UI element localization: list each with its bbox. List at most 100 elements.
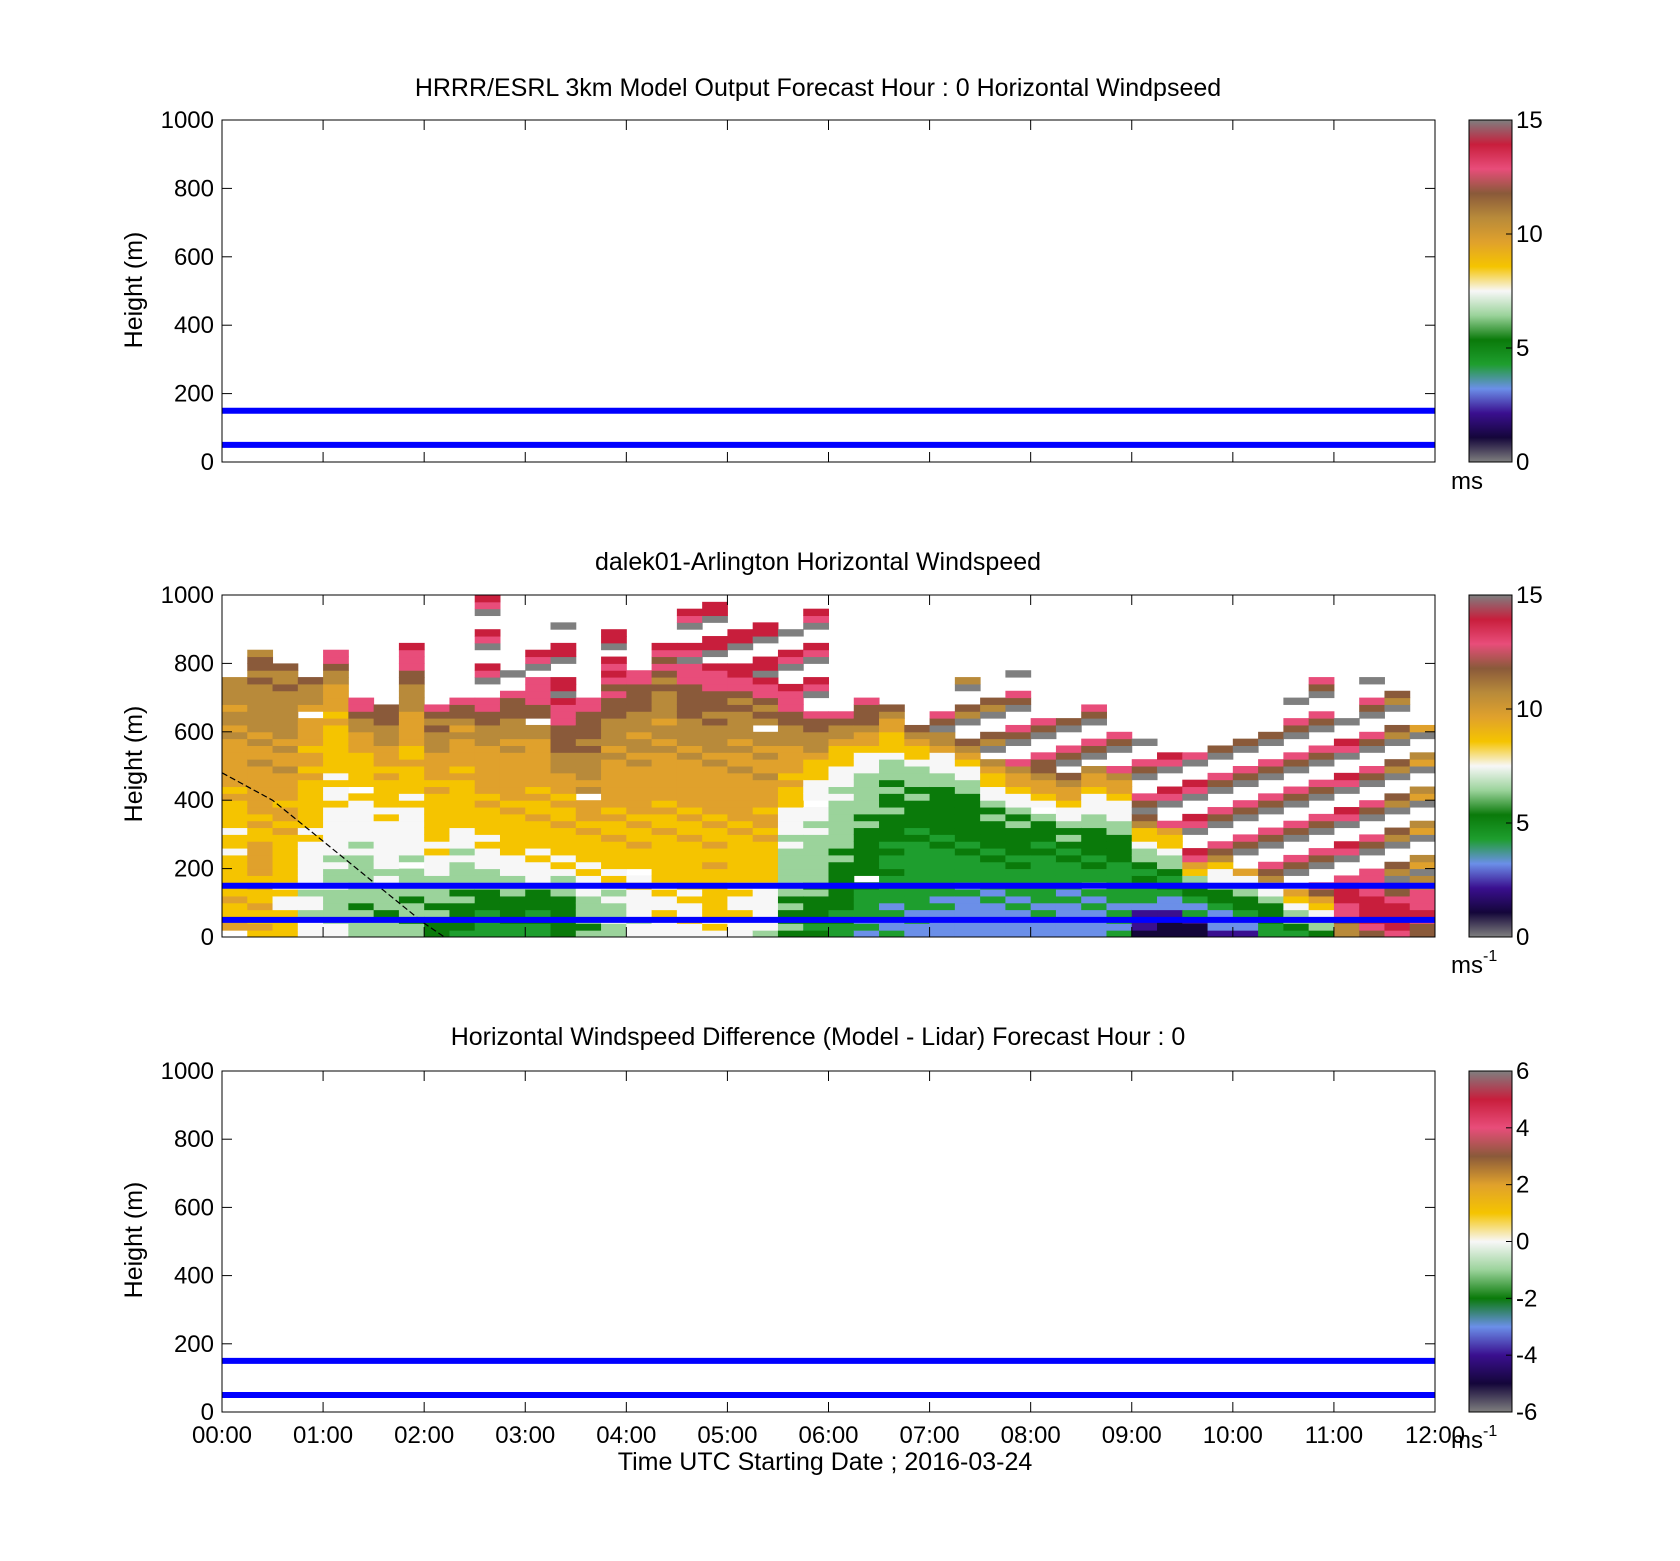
heatmap-cell bbox=[550, 697, 577, 705]
heatmap-cell bbox=[297, 738, 324, 746]
heatmap-cell bbox=[601, 889, 627, 897]
heatmap-cell bbox=[702, 841, 728, 849]
heatmap-cell bbox=[348, 875, 375, 883]
heatmap-cell bbox=[828, 848, 855, 856]
heatmap-cell bbox=[550, 889, 577, 897]
heatmap-cell bbox=[904, 854, 931, 863]
heatmap-cell bbox=[626, 711, 653, 719]
heatmap-cell bbox=[853, 738, 880, 746]
heatmap-cell bbox=[398, 889, 425, 897]
heatmap-cell bbox=[676, 800, 703, 808]
heatmap-cell bbox=[424, 731, 450, 740]
heatmap-cell bbox=[626, 752, 653, 760]
heatmap-cell bbox=[752, 677, 779, 685]
heatmap-cell bbox=[449, 718, 476, 726]
heatmap-cell bbox=[929, 834, 956, 842]
heatmap-cell bbox=[651, 895, 678, 904]
heatmap-cell bbox=[601, 902, 627, 911]
heatmap-cell bbox=[1030, 868, 1057, 876]
heatmap-cell bbox=[828, 841, 855, 849]
heatmap-cell bbox=[702, 772, 728, 781]
heatmap-cell bbox=[929, 930, 956, 938]
heatmap-cell bbox=[853, 834, 880, 842]
heatmap-cell bbox=[474, 677, 501, 685]
heatmap-cell bbox=[651, 772, 678, 781]
heatmap-cell bbox=[1030, 902, 1057, 911]
heatmap-cell bbox=[676, 697, 703, 705]
heatmap-cell bbox=[1384, 923, 1411, 931]
heatmap-cell bbox=[398, 724, 425, 733]
heatmap-cell bbox=[1308, 759, 1335, 767]
heatmap-cell bbox=[803, 848, 829, 856]
heatmap-cell bbox=[222, 724, 248, 733]
heatmap-cell bbox=[474, 875, 501, 883]
heatmap-cell bbox=[272, 670, 299, 678]
heatmap-cell bbox=[550, 820, 577, 829]
heatmap-cell bbox=[575, 766, 602, 774]
heatmap-cell bbox=[550, 704, 577, 712]
heatmap-cell bbox=[525, 902, 552, 911]
heatmap-cell bbox=[247, 731, 274, 740]
heatmap-cell bbox=[550, 690, 577, 699]
heatmap-cell bbox=[272, 697, 299, 705]
heatmap-cell bbox=[1131, 772, 1158, 781]
heatmap-cell bbox=[601, 752, 627, 760]
heatmap-cell bbox=[601, 704, 627, 712]
heatmap-cell bbox=[676, 745, 703, 753]
heatmap-cell bbox=[702, 752, 728, 760]
heatmap-cell bbox=[575, 738, 602, 746]
heatmap-cell bbox=[575, 875, 602, 883]
heatmap-cell bbox=[1207, 848, 1234, 856]
heatmap-cell bbox=[499, 889, 526, 897]
heatmap-cell bbox=[348, 834, 375, 842]
heatmap-cell bbox=[550, 868, 577, 876]
heatmap-cell bbox=[323, 923, 349, 931]
heatmap-cell bbox=[525, 813, 552, 822]
heatmap-cell bbox=[1157, 854, 1183, 863]
heatmap-cell bbox=[676, 895, 703, 904]
heatmap-cell bbox=[247, 663, 274, 671]
heatmap-cell bbox=[626, 766, 653, 774]
heatmap-cell bbox=[1333, 718, 1360, 726]
heatmap-cell bbox=[1081, 807, 1107, 815]
heatmap-cell bbox=[398, 895, 425, 904]
heatmap-cell bbox=[1030, 895, 1057, 904]
heatmap-cell bbox=[727, 697, 754, 705]
heatmap-cell bbox=[1030, 827, 1057, 835]
heatmap-cell bbox=[1055, 752, 1082, 760]
heatmap-cell bbox=[575, 902, 602, 911]
heatmap-cell bbox=[222, 677, 248, 685]
heatmap-cell bbox=[828, 861, 855, 870]
heatmap-cell bbox=[1081, 752, 1107, 760]
heatmap-cell bbox=[1182, 909, 1209, 917]
colorbar-tick-label: -4 bbox=[1516, 1342, 1537, 1369]
heatmap-cell bbox=[575, 923, 602, 931]
heatmap-cell bbox=[449, 868, 476, 876]
heatmap-cell bbox=[879, 759, 905, 767]
heatmap-cell bbox=[702, 745, 728, 753]
heatmap-cell bbox=[954, 738, 981, 746]
heatmap-cell bbox=[1359, 834, 1385, 842]
heatmap-cell bbox=[904, 909, 931, 917]
heatmap-cell bbox=[1384, 759, 1411, 767]
heatmap-cell bbox=[702, 718, 728, 726]
heatmap-cell bbox=[525, 677, 552, 685]
heatmap-cell bbox=[1409, 902, 1436, 911]
heatmap-cell bbox=[777, 868, 804, 876]
heatmap-cell bbox=[828, 923, 855, 931]
heatmap-cell bbox=[474, 834, 501, 842]
heatmap-cell bbox=[1055, 923, 1082, 931]
heatmap-cell bbox=[626, 718, 653, 726]
heatmap-cell bbox=[525, 772, 552, 781]
heatmap-cell bbox=[1005, 738, 1032, 746]
heatmap-cell bbox=[449, 902, 476, 911]
heatmap-cell bbox=[1081, 895, 1107, 904]
heatmap-cell bbox=[702, 807, 728, 815]
heatmap-cell bbox=[499, 868, 526, 876]
heatmap-cell bbox=[499, 902, 526, 911]
heatmap-cell bbox=[272, 861, 299, 870]
heatmap-cell bbox=[651, 718, 678, 726]
heatmap-cell bbox=[297, 889, 324, 897]
heatmap-cell bbox=[348, 861, 375, 870]
